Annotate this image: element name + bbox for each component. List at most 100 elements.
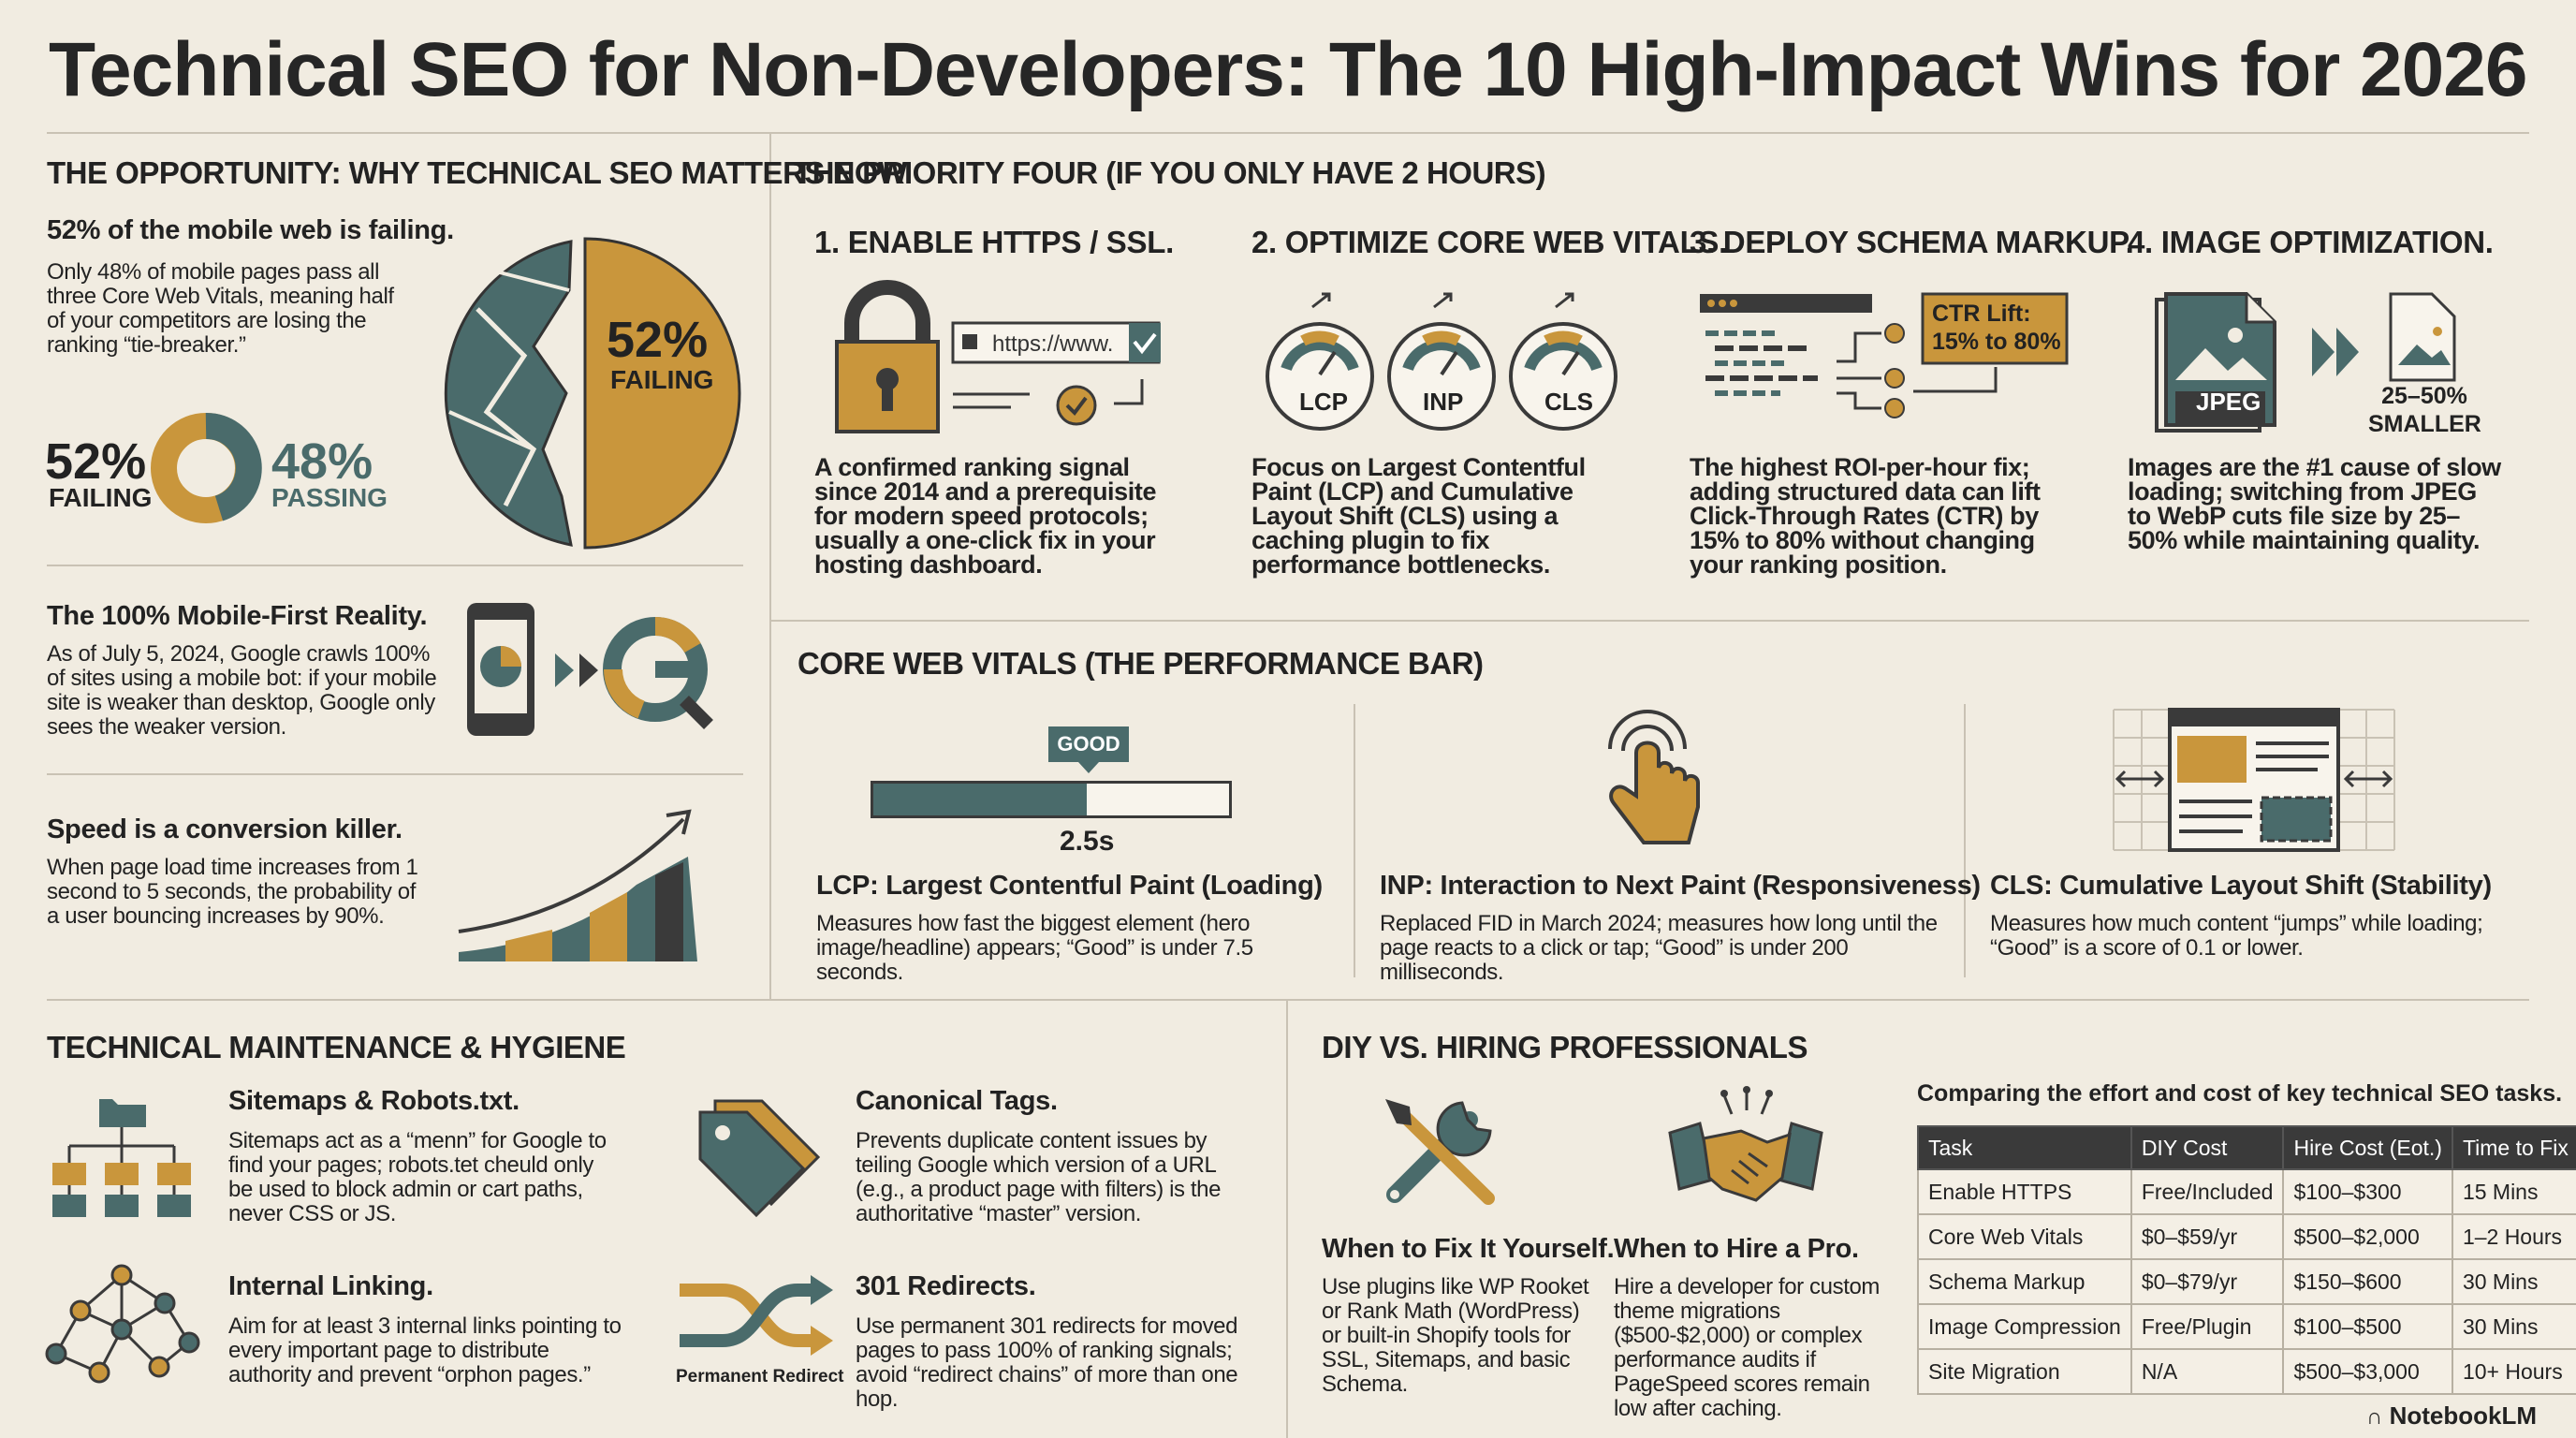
ssl-url-text: https://www. [992,331,1114,357]
inp-text: Replaced FID in March 2024; measures how… [1380,911,1938,985]
priority-3-title: 3. DEPLOY SCHEMA MARKUP. [1690,225,2134,259]
priority-2-title: 2. OPTIMIZE CORE WEB VITALS. [1251,225,1728,259]
notebooklm-logo-icon: ∩ [2366,1404,2383,1430]
table-cell: Free/Included [2130,1168,2285,1215]
permanent-redirect-label: Permanent Redirect [676,1367,844,1387]
lcp-title: LCP: Largest Contentful Paint (Loading) [816,871,1323,901]
image-optimization-icon [2155,292,2456,433]
lcp-badge-pointer [1078,762,1099,773]
page-title: Technical SEO for Non-Developers: The 10… [49,27,2527,112]
priority-4-text: Images are the #1 cause of slow loading;… [2128,453,2501,554]
ssl-lock-icon [835,280,1161,433]
internal-linking-network-icon [45,1264,200,1384]
bottom-column-divider [1286,999,1288,1438]
cls-title: CLS: Cumulative Layout Shift (Stability) [1990,871,2492,901]
diy-pro-text: Hire a developer for custom theme migrat… [1614,1274,1880,1421]
canonical-title: Canonical Tags. [856,1086,1058,1116]
wrench-screwdriver-icon [1385,1099,1495,1205]
table-header-row: Task DIY Cost Hire Cost (Eot.) Time to F… [1917,1125,2576,1170]
passing-percent: 48% [271,433,373,490]
bounce-growth-chart [458,809,697,961]
table-row: Schema Markup $0–$79/yr $150–$600 30 Min… [1917,1258,2576,1305]
table-row: Enable HTTPS Free/Included $100–$300 15 … [1917,1168,2576,1215]
priority-1-text: A confirmed ranking signal since 2014 an… [814,453,1157,579]
ctr-lift-badge: CTR Lift: 15% to 80% [1932,301,2061,355]
table-cell: $0–$59/yr [2130,1213,2285,1260]
notebooklm-logo: ∩ NotebookLM [2366,1401,2537,1431]
priority-3-text: The highest ROI-per-hour fix; adding str… [1690,453,2041,579]
passing-label: PASSING [271,483,388,512]
mobile-first-text: As of July 5, 2024, Google crawls 100% o… [47,641,437,740]
title-divider [47,132,2529,134]
opportunity-divider-2 [47,773,743,775]
speed-title: Speed is a conversion killer. [47,814,402,844]
gauge-label-inp: INP [1423,388,1464,416]
lcp-text: Measures how fast the biggest element (h… [816,911,1253,985]
cwv-gauges-icon [1266,292,1617,431]
canonical-text: Prevents duplicate content issues by tei… [856,1128,1222,1226]
table-cell: Site Migration [1917,1348,2132,1395]
table-cell: Core Web Vitals [1917,1213,2132,1260]
gauge-label-lcp: LCP [1299,388,1348,416]
lcp-good-badge: GOOD [1048,726,1129,762]
middle-divider [47,999,2529,1001]
sitemap-tree-icon [52,1099,191,1217]
table-header-time: Time to Fix [2451,1125,2576,1170]
cls-text: Measures how much content “jumps” while … [1990,911,2483,961]
table-cell: 1–2 Hours [2451,1213,2576,1260]
table-cell: N/A [2130,1348,2285,1395]
cls-gauge-icon [1509,292,1617,431]
pie-label: FAILING [610,365,714,394]
inp-title: INP: Interaction to Next Paint (Responsi… [1380,871,1981,901]
table-cell: $100–$300 [2282,1168,2453,1215]
table-cell: 30 Mins [2451,1303,2576,1350]
table-cell: $150–$600 [2282,1258,2453,1305]
lcp-progress-bar [871,781,1232,818]
failing-percent: 52% [45,433,147,490]
table-cell: $100–$500 [2282,1303,2453,1350]
redirects-text: Use permanent 301 redirects for moved pa… [856,1313,1238,1412]
gauge-label-cls: CLS [1544,388,1593,416]
cwv-heading: CORE WEB VITALS (THE PERFORMANCE BAR) [798,646,1484,681]
redirect-arrows-icon [680,1275,833,1356]
layout-shift-icon [2113,708,2395,852]
canonical-tag-icon [698,1099,821,1218]
priority-2-text: Focus on Largest Contentful Paint (LCP) … [1251,453,1586,579]
table-cell: $0–$79/yr [2130,1258,2285,1305]
phone-to-google-icon [467,603,713,736]
table-row: Image Compression Free/Plugin $100–$500 … [1917,1303,2576,1350]
mobile-first-title: The 100% Mobile-First Reality. [47,601,428,631]
left-column-divider [769,132,771,999]
speed-text: When page load time increases from 1 sec… [47,855,418,929]
table-cell: Enable HTTPS [1917,1168,2132,1215]
mobile-fail-text: Only 48% of mobile pages pass all three … [47,259,394,358]
table-cell: Free/Plugin [2130,1303,2285,1350]
tap-hand-icon [1608,710,1700,844]
jpeg-label: JPEG [2196,388,2261,416]
opportunity-heading: THE OPPORTUNITY: WHY TECHNICAL SEO MATTE… [47,155,907,190]
diy-self-title: When to Fix It Yourself. [1322,1234,1615,1264]
handshake-icon [1668,1086,1823,1202]
sitemaps-text: Sitemaps act as a “menn” for Google to f… [228,1128,607,1226]
priority-divider [771,620,2529,622]
diy-heading: DIY VS. HIRING PROFESSIONALS [1322,1030,1808,1064]
failing-label: FAILING [49,483,153,512]
mobile-fail-title: 52% of the mobile web is failing. [47,215,454,245]
lcp-gauge-icon [1266,292,1374,431]
schema-markup-icon [1700,292,2069,418]
linking-text: Aim for at least 3 internal links pointi… [228,1313,622,1387]
table-cell: 10+ Hours [2451,1348,2576,1395]
table-header-diy-cost: DIY Cost [2130,1125,2285,1170]
table-cell: Schema Markup [1917,1258,2132,1305]
table-row: Site Migration N/A $500–$3,000 10+ Hours [1917,1348,2576,1395]
table-header-task: Task [1917,1125,2132,1170]
sitemaps-title: Sitemaps & Robots.txt. [228,1086,520,1116]
priority-heading: THE PRIORITY FOUR (IF YOU ONLY HAVE 2 HO… [794,155,1546,190]
table-cell: 15 Mins [2451,1168,2576,1215]
cwv-divider-2 [1964,704,1966,977]
size-reduction-label: 25–50% SMALLER [2368,383,2481,437]
diy-pro-title: When to Hire a Pro. [1614,1234,1859,1264]
lcp-value-label: 2.5s [1060,826,1115,857]
lcp-progress-fill [873,784,1087,815]
cost-table-caption: Comparing the effort and cost of key tec… [1917,1080,2563,1107]
